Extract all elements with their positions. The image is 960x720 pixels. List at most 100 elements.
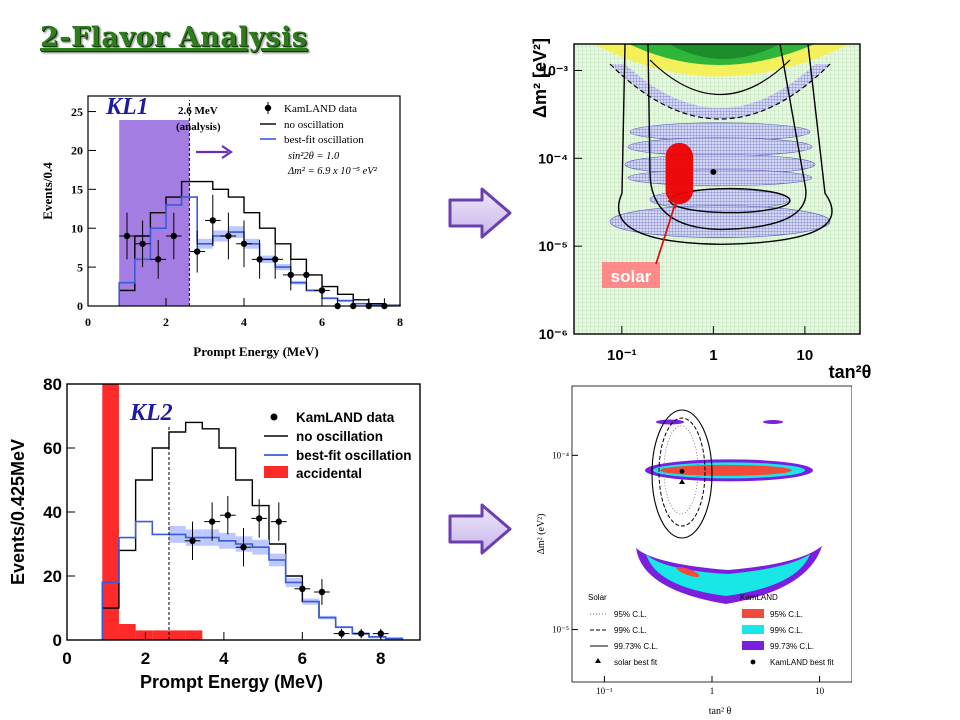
legend-label: 99.73% C.L. (614, 642, 658, 651)
x-axis-label: tan²θ (829, 362, 872, 382)
accidental-bar (118, 624, 136, 640)
kl2-contour-chart: 10⁻¹ 1 10 10⁻⁵ 10⁻⁴ tan² θ Δm² (eV²) Solar KamLA… (536, 385, 852, 717)
contour-line-outer (617, 43, 833, 245)
x-tick-label: 1 (709, 347, 717, 364)
data-point (338, 630, 345, 637)
x-tick-label: 8 (397, 315, 403, 329)
x-tick-label: 2 (163, 315, 169, 329)
y-axis-label: Events/0.4 (40, 162, 55, 220)
legend-label: 95% C.L. (614, 610, 647, 619)
data-point (318, 588, 326, 596)
legend-data-marker (270, 413, 278, 421)
legend-swatch (742, 641, 764, 650)
legend-label: no oscillation (284, 119, 344, 131)
x-tick-label: 4 (219, 649, 229, 668)
threshold-label: 2.6 MeV (178, 105, 218, 117)
threshold-sublabel: (analysis) (176, 121, 221, 133)
legend-label: KamLAND data (296, 410, 395, 425)
legend-label: solar best fit (614, 658, 658, 667)
x-tick-label: 6 (298, 649, 307, 668)
plot-frame (573, 43, 861, 335)
legend-label: no oscillation (296, 429, 383, 444)
data-point (275, 518, 282, 525)
data-point (357, 630, 365, 637)
kamland-region-99.73 (763, 420, 783, 424)
data-point (318, 287, 326, 294)
contour-line-middle (647, 43, 807, 231)
y-tick-label: 5 (77, 260, 83, 274)
accidental-bar (168, 630, 186, 640)
legend-swatch (264, 466, 288, 478)
accidental-bar (102, 384, 119, 640)
data-point (123, 232, 131, 240)
solar-contour-99 (658, 417, 706, 527)
y-tick-label: 0 (77, 299, 83, 313)
data-point (287, 271, 294, 279)
legend-title-solar: Solar (588, 593, 607, 602)
y-tick-label: 80 (43, 378, 62, 394)
data-point (139, 240, 146, 247)
allowed-island (610, 64, 830, 119)
legend-label: accidental (296, 466, 362, 481)
annotation: Δm² = 6.9 x 10⁻⁵ eV² (287, 166, 378, 177)
x-axis-label: tan² θ (709, 706, 732, 717)
solar-pointer-arrow (655, 197, 679, 265)
legend-swatch (742, 609, 764, 618)
x-axis-label: Prompt Energy (MeV) (140, 672, 323, 692)
best-fit-oscillation-line (101, 520, 404, 640)
best-fit-point (710, 168, 717, 175)
y-tick-label: 20 (43, 567, 62, 586)
kl1-histogram-chart: 0 2 4 6 8 0 5 10 15 20 25 Prompt Energy (MeV) Events… (40, 94, 403, 359)
y-tick-label: 10⁻⁵ (552, 625, 569, 635)
excluded-region-darkgreen (669, 44, 780, 59)
solar-allowed-region (665, 142, 694, 205)
kamland-region-95 (676, 567, 700, 577)
x-tick-label: 0 (62, 649, 71, 668)
panel-label: KL1 (105, 94, 149, 120)
data-point (255, 515, 263, 522)
x-tick-label: 6 (319, 315, 325, 329)
y-axis-label: Δm² [eV²] (530, 38, 550, 118)
kamland-region-99.73 (656, 419, 684, 425)
x-tick-label: 0 (85, 315, 91, 329)
data-point (240, 240, 248, 247)
legend-label: best-fit oscillation (284, 134, 364, 146)
contour-line-upper (649, 59, 791, 96)
data-point (303, 271, 310, 279)
y-tick-label: 25 (71, 105, 83, 119)
x-tick-label: 10 (797, 347, 814, 364)
legend-label: 99% C.L. (770, 626, 803, 635)
legend-label: KamLAND data (284, 103, 357, 115)
solar-contour-95 (663, 425, 699, 515)
data-point (208, 518, 216, 525)
slide-title: 2-Flavor Analysis (40, 22, 308, 53)
y-tick-label: 40 (43, 503, 62, 522)
x-tick-label: 10⁻¹ (607, 347, 637, 364)
data-point (155, 256, 162, 263)
accidental-bar (152, 630, 169, 640)
data-point (299, 585, 306, 592)
allowed-island (627, 169, 813, 187)
data-point (224, 512, 232, 519)
x-axis-label: Prompt Energy (MeV) (193, 344, 318, 359)
y-tick-label: 0 (53, 631, 62, 650)
legend-label: 99.73% C.L. (770, 642, 814, 651)
legend-title-kamland: KamLAND (740, 593, 778, 602)
y-axis-label: Events/0.425MeV (8, 439, 28, 585)
allowed-island (609, 205, 831, 238)
x-tick-label: 1 (710, 686, 715, 696)
kl1-contour-chart: solar 10⁻¹ 1 10 10⁻⁶ 10⁻⁵ 10⁻⁴ 10⁻³ tan²θ Δm² [eV… (530, 38, 872, 382)
y-tick-label: 20 (71, 144, 83, 158)
y-axis-label: Δm² (eV²) (536, 513, 547, 554)
panel-label: KL2 (129, 400, 173, 426)
right-block-arrow-icon (448, 187, 512, 239)
accidental-bar (135, 630, 153, 640)
legend-label: 95% C.L. (770, 610, 803, 619)
allowed-island (627, 137, 813, 157)
y-tick-label: 10⁻⁴ (552, 450, 569, 460)
legend-marker (595, 658, 601, 663)
data-point (194, 248, 201, 255)
y-tick-label: 10⁻⁶ (539, 326, 568, 342)
legend-label: best-fit oscillation (296, 448, 412, 463)
kamland-best-fit-point (679, 468, 685, 474)
